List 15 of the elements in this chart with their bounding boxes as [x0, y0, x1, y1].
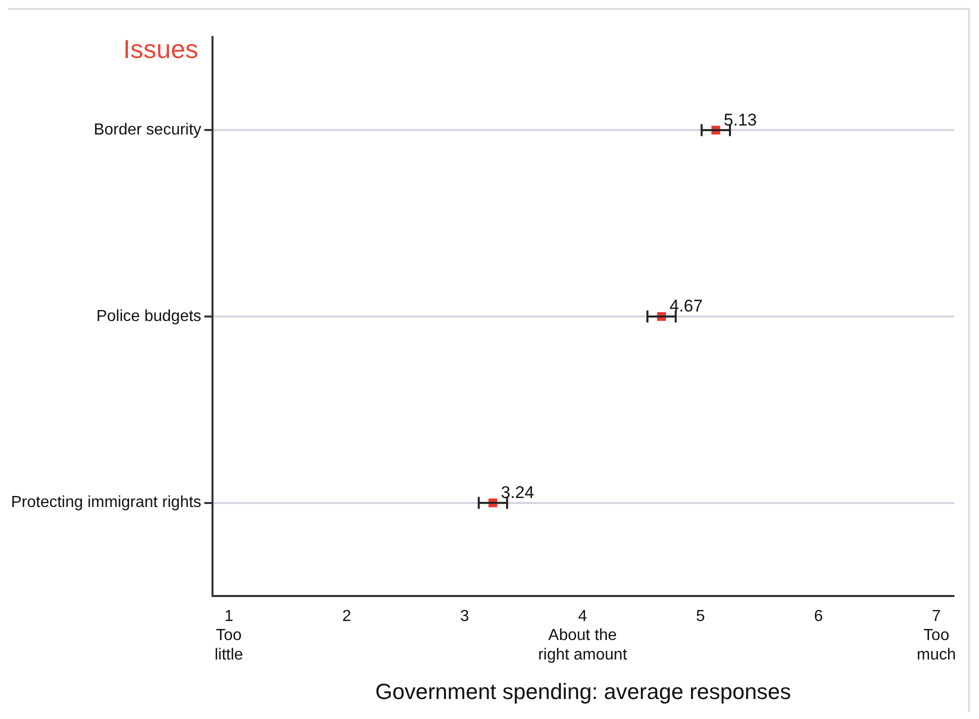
y-tick-label: Police budgets — [96, 308, 202, 325]
x-tick-label: 1 Too little — [214, 608, 244, 664]
data-label: 4.67 — [670, 296, 703, 316]
x-tick-label: 2 — [342, 608, 352, 626]
y-tick-label: Protecting immigrant rights — [10, 494, 202, 512]
x-tick-label: 5 — [696, 608, 706, 626]
x-tick-label: 7 Too much — [916, 608, 956, 664]
x-tick-label: 6 — [814, 608, 823, 626]
data-label: 3.24 — [500, 483, 534, 502]
x-axis-title: Government spending: average responses — [375, 678, 792, 704]
y-axis-title: Issues — [123, 34, 198, 64]
x-tick-label: 3 — [460, 608, 470, 626]
y-tick-label: Border security — [94, 122, 202, 139]
x-tick-label: 4 About the right amount — [538, 608, 628, 664]
data-label: 5.13 — [724, 110, 757, 130]
